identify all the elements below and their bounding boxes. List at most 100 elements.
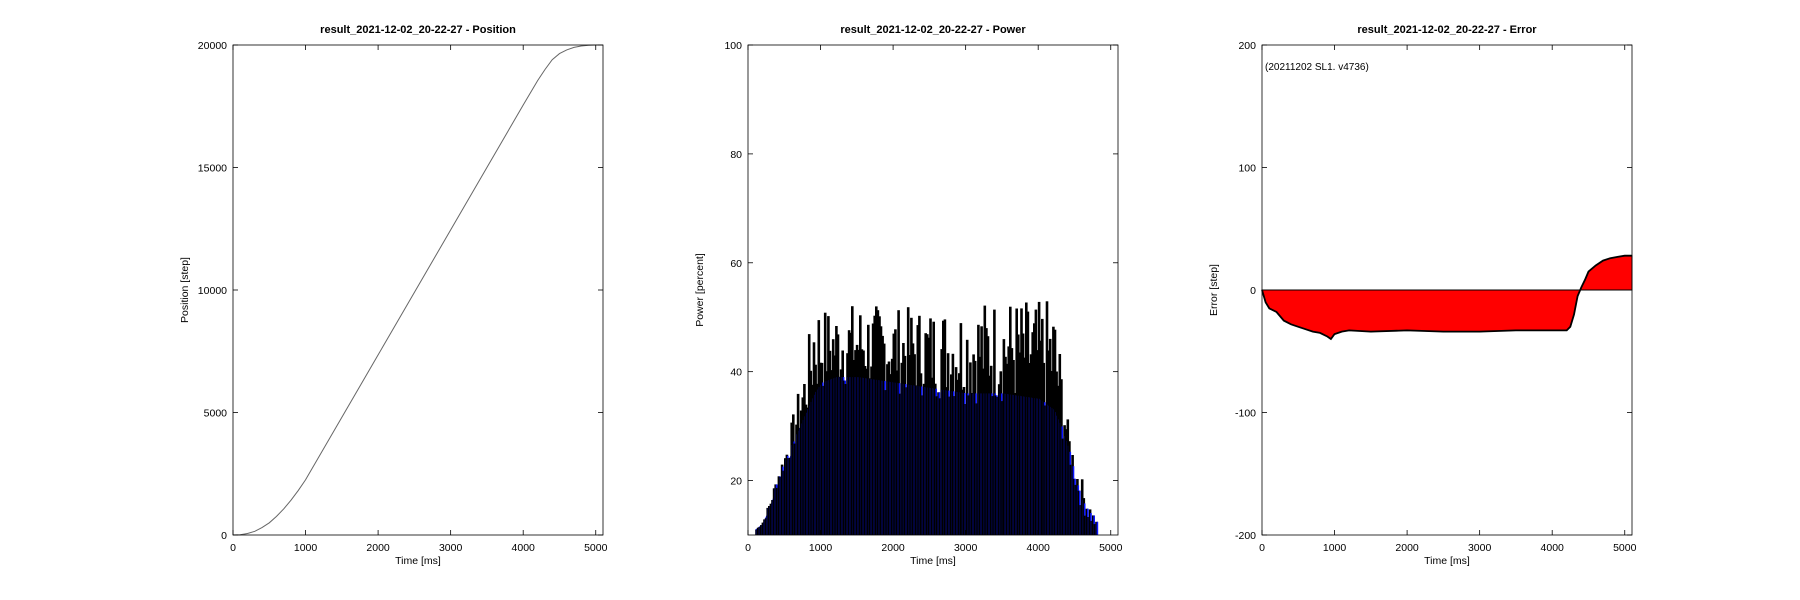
power-spike-bar [1071, 455, 1074, 535]
power-spike-bar [951, 353, 955, 535]
power-spike-bar [887, 361, 891, 535]
y-tick-label: 0 [221, 530, 227, 542]
power-spike-bar [961, 389, 964, 535]
power-spike-bar [930, 377, 934, 535]
power-spike-bar [1052, 326, 1055, 535]
power-spike-bar [1061, 438, 1065, 535]
power-spike-bar [860, 349, 864, 535]
power-spike-bar [882, 343, 886, 535]
power-spike-bar [879, 326, 883, 535]
power-spike-bar [1088, 509, 1092, 535]
power-spike-bar [1058, 354, 1062, 535]
power-spike-bar [988, 375, 991, 535]
y-tick-label: -100 [1235, 408, 1256, 420]
power-spike-bar [991, 396, 995, 535]
power-spike-bar [804, 404, 808, 535]
power-spike-bar [967, 395, 971, 535]
power-spike-bar [807, 334, 811, 535]
power-spike-bar [839, 369, 843, 535]
power-spike-bar [1018, 352, 1022, 535]
power-spike-bar [954, 367, 958, 535]
x-tick-label: 0 [1259, 542, 1265, 554]
error-chart: (20211202 SL1. v4736)0 1000 2000 3000 4000 50… [1208, 24, 1637, 567]
power-spike-bar [799, 410, 803, 535]
power-spike-bar [892, 333, 896, 535]
y-tick-label: -200 [1235, 530, 1256, 542]
power-spike-bar [918, 315, 921, 535]
power-spike-bar [847, 330, 851, 535]
power-spike-bar [787, 458, 790, 535]
power-spike-bar [1026, 311, 1030, 535]
power-spike-bar [1041, 318, 1044, 535]
power-spike-bar [827, 316, 830, 535]
power-spike-bar [798, 427, 801, 535]
x-tick-label: 4000 [1027, 542, 1051, 554]
power-spike-bar [975, 403, 979, 535]
power-spike-bar [914, 385, 918, 535]
power-spike-bar [764, 518, 768, 535]
power-spike-bar [862, 350, 865, 535]
power-spike-bar [996, 396, 999, 535]
power-spike-bar [953, 396, 956, 535]
power-spike-bar [1042, 362, 1046, 535]
y-tick-label: 100 [724, 40, 742, 52]
power-spike-bar [1093, 524, 1097, 535]
y-tick-label: 10000 [198, 285, 227, 297]
power-spike-bar [962, 387, 966, 535]
power-spike-bar [1064, 429, 1068, 535]
y-axis-label: Error [step] [1208, 264, 1220, 316]
x-tick-label: 2000 [881, 542, 905, 554]
power-spike-bar [772, 488, 776, 535]
power-spike-bar [801, 397, 805, 535]
power-spike-bar [766, 507, 769, 535]
power-spike-bar [761, 522, 765, 535]
power-spike-bar [785, 454, 789, 535]
power-spike-bar [875, 306, 878, 535]
y-axis-label: Position [step] [179, 257, 191, 323]
x-axis-label: Time [ms] [1424, 555, 1470, 567]
power-spike-bar [921, 395, 924, 535]
power-spike-bar [905, 387, 908, 535]
power-spike-bar [924, 333, 927, 535]
chart-title: result_2021-12-02_20-22-27 - Error [1357, 24, 1537, 36]
power-spike-bar [1074, 484, 1078, 535]
power-spike-bar [788, 457, 792, 535]
plot-area [755, 301, 1099, 535]
version-annotation: (20211202 SL1. v4736) [1265, 62, 1369, 73]
power-spike-bar [948, 396, 951, 535]
power-spike-bar [989, 365, 993, 535]
power-spike-bar [1036, 350, 1039, 535]
power-spike-bar [1004, 356, 1007, 535]
power-spike-bar [964, 404, 967, 535]
x-tick-label: 2000 [1395, 542, 1419, 554]
power-spike-bar [945, 387, 948, 535]
power-spike-bar [1031, 332, 1034, 535]
power-spike-bar [1056, 385, 1060, 535]
power-spike-bar [997, 384, 1001, 535]
power-spike-bar [846, 353, 849, 535]
power-spike-bar [958, 373, 961, 535]
power-spike-bar [1025, 302, 1028, 535]
power-spike-bar [852, 360, 856, 535]
power-spike-bar [806, 407, 809, 535]
power-spike-bar [1010, 348, 1014, 535]
power-chart: 0 1000 2000 3000 4000 5000 20 40 60 80 100 result_2… [694, 24, 1123, 567]
power-spike-bar [814, 364, 817, 535]
y-tick-label: 80 [730, 149, 742, 161]
power-spike-bar [838, 376, 841, 535]
y-tick-label: 20 [730, 476, 742, 488]
power-spike-bar [1047, 350, 1050, 535]
x-tick-label: 1000 [294, 542, 318, 554]
power-spike-bar [926, 334, 929, 535]
power-spike-bar [784, 458, 787, 535]
power-spike-bar [857, 349, 860, 535]
power-spike-bar [1005, 363, 1009, 535]
y-tick-label: 100 [1238, 163, 1256, 175]
power-spike-bar [859, 315, 862, 535]
power-spike-bar [795, 424, 798, 535]
power-spike-bar [1028, 363, 1031, 535]
power-spike-bar [934, 383, 937, 535]
power-spike-bar [999, 371, 1003, 535]
power-spike-bar [1034, 309, 1038, 535]
